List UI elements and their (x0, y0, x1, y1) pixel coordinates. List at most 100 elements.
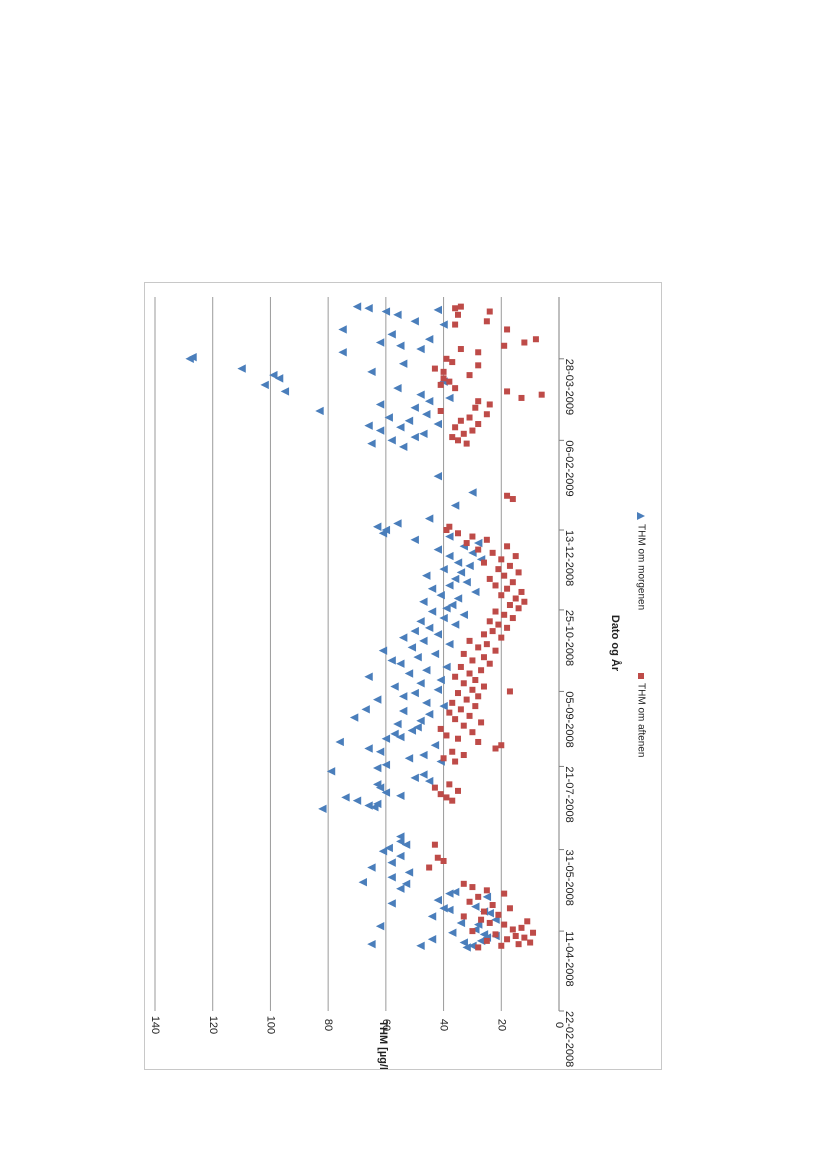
evening-point (440, 368, 447, 375)
morning-point (373, 780, 382, 789)
evening-point (504, 492, 511, 499)
morning-point (407, 726, 417, 735)
evening-point (483, 887, 490, 894)
morning-point (450, 887, 460, 897)
evening-point (455, 530, 461, 537)
evening-point (486, 308, 493, 315)
morning-point (419, 750, 428, 760)
morning-point (419, 597, 428, 606)
evening-point (512, 553, 519, 560)
evening-point (483, 318, 490, 325)
legend: THM om morgenen THM om aftenen (635, 512, 646, 757)
morning-point (358, 877, 367, 887)
morning-point (396, 659, 405, 668)
evening-point (492, 608, 499, 615)
morning-point (424, 623, 434, 633)
y-tick-label: 120 (207, 1016, 219, 1034)
y-tick-label: 80 (322, 1019, 334, 1031)
evening-point (498, 742, 505, 749)
morning-point (476, 936, 486, 946)
evening-point (443, 355, 450, 362)
evening-point (501, 611, 508, 618)
morning-point (375, 747, 385, 756)
evening-point (512, 595, 519, 602)
evening-point (515, 605, 522, 612)
morning-point (364, 421, 373, 430)
evening-point (509, 615, 516, 622)
morning-point (450, 620, 460, 629)
text-layer: 22-02-2008 11-04-2008 31-05-2008 21-07-2008… (149, 359, 646, 1069)
morning-point (375, 922, 385, 931)
evening-point (452, 321, 459, 328)
morning-point (448, 928, 457, 937)
morning-point (422, 571, 431, 580)
evening-point (480, 559, 487, 566)
evening-point (498, 592, 505, 599)
evening-point (483, 641, 490, 648)
morning-point (378, 646, 388, 655)
morning-point (373, 522, 382, 531)
evening-point (480, 631, 487, 638)
evening-point (460, 913, 467, 920)
grid-layer (154, 297, 502, 1011)
evening-point (449, 359, 456, 366)
y-tick-label: 20 (495, 1019, 507, 1031)
morning-point (445, 393, 454, 403)
morning-point (367, 939, 376, 949)
evening-point (455, 787, 461, 794)
y-tick-label: 0 (553, 1022, 565, 1028)
morning-point (456, 568, 466, 577)
evening-point (524, 918, 531, 925)
morning-point (396, 884, 405, 893)
morning-point (404, 416, 414, 425)
morning-point (416, 716, 425, 725)
evening-point (486, 575, 493, 582)
morning-point (396, 341, 405, 350)
morning-point (373, 799, 382, 809)
evening-point (463, 440, 470, 447)
morning-point (381, 788, 391, 797)
evening-point (527, 939, 534, 946)
evening-point (466, 637, 473, 644)
evening-point (475, 398, 482, 405)
morning-point (375, 400, 385, 409)
evening-point (506, 562, 513, 569)
evening-point (532, 336, 539, 343)
morning-point (436, 591, 445, 600)
evening-point (501, 572, 508, 579)
evening-point (440, 755, 447, 762)
evening-point (440, 375, 447, 382)
morning-point (367, 439, 376, 448)
axis-layer (558, 297, 564, 1012)
morning-point (373, 763, 382, 773)
morning-point (393, 719, 402, 729)
morning-point (448, 600, 457, 610)
evening-point (492, 647, 499, 654)
morning-point (453, 558, 463, 567)
evening-point (449, 797, 456, 804)
morning-point (416, 617, 425, 626)
morning-point (269, 370, 278, 380)
evening-point (452, 424, 459, 431)
x-tick-label: 13-12-2008 (563, 530, 575, 586)
x-tick-label: 11-04-2008 (563, 931, 575, 986)
morning-point (393, 310, 402, 319)
evening-point (506, 688, 513, 695)
evening-point (530, 929, 537, 936)
morning-point (410, 432, 419, 442)
evening-point (495, 621, 502, 628)
morning-point (410, 535, 419, 544)
evening-point (469, 533, 476, 540)
morning-point (387, 899, 396, 908)
evening-point (480, 654, 487, 661)
morning-point (375, 426, 385, 435)
evening-point (460, 752, 467, 759)
evening-point (457, 303, 464, 310)
evening-point (426, 864, 433, 871)
evening-point (469, 928, 476, 935)
evening-point (460, 880, 467, 887)
evening-point (518, 924, 525, 931)
evening-point (475, 546, 482, 553)
morning-point (462, 943, 471, 952)
evening-point (492, 582, 499, 589)
